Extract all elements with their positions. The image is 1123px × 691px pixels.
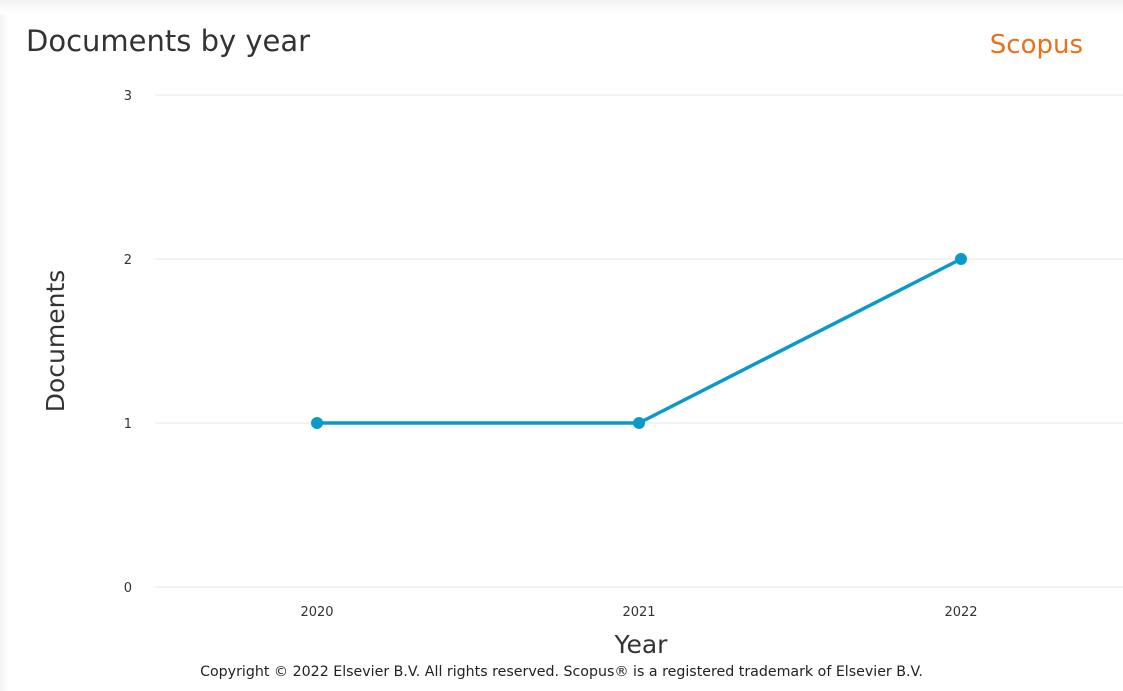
y-tick-label: 2 [124,253,132,268]
copyright-notice: Copyright © 2022 Elsevier B.V. All right… [200,664,923,680]
y-tick-label: 3 [124,89,132,104]
x-tick-labels: 2020 2021 2022 [300,605,977,620]
y-axis-label: Documents [41,270,70,413]
chart-title: Documents by year [26,24,311,58]
data-point-2021[interactable] [633,417,645,429]
grid-lines [155,94,1123,588]
left-edge [0,14,8,691]
series-layer [311,253,967,429]
y-tick-labels: 0 1 2 3 [124,89,132,596]
scopus-logo[interactable]: Scopus [989,30,1083,60]
data-point-2020[interactable] [311,417,323,429]
y-tick-label: 1 [124,417,132,432]
x-tick-label: 2022 [944,605,977,620]
x-tick-label: 2021 [622,605,655,620]
series-line [317,257,962,425]
y-tick-label: 0 [124,581,132,596]
x-axis-label: Year [614,630,669,659]
top-shadow [0,0,1123,14]
data-point-2022[interactable] [955,253,967,265]
x-tick-label: 2020 [300,605,333,620]
